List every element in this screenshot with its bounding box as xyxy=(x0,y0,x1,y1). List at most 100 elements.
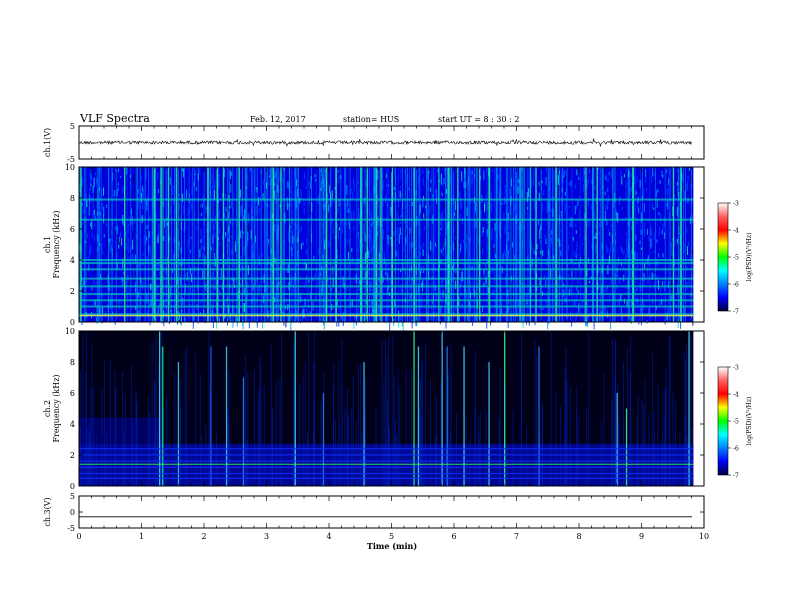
noise xyxy=(547,321,549,330)
sferic-column xyxy=(98,167,99,322)
sferic-column xyxy=(100,167,102,322)
faint-column xyxy=(662,390,663,486)
noise xyxy=(110,294,112,302)
noise xyxy=(545,293,547,297)
noise xyxy=(445,321,447,329)
noise xyxy=(538,257,540,260)
noise xyxy=(565,286,567,296)
sferic-column xyxy=(642,167,643,322)
noise xyxy=(494,245,496,252)
noise xyxy=(281,260,283,270)
noise xyxy=(532,248,534,254)
noise xyxy=(228,304,229,314)
burst-4 xyxy=(167,167,170,322)
faint-column xyxy=(550,332,552,486)
noise xyxy=(541,180,543,184)
noise xyxy=(305,249,307,255)
noise xyxy=(621,316,623,322)
sferic-column xyxy=(439,167,440,322)
noise xyxy=(323,321,325,326)
noise xyxy=(616,271,618,276)
noise xyxy=(190,286,192,289)
xtick-label-8: 8 xyxy=(576,532,581,541)
noise xyxy=(437,275,439,280)
faint-column xyxy=(436,395,437,486)
sferic-column xyxy=(177,167,179,322)
noise xyxy=(135,254,137,263)
noise xyxy=(440,306,442,314)
noise xyxy=(625,190,627,199)
noise xyxy=(459,193,461,198)
noise xyxy=(575,255,577,259)
noise xyxy=(483,282,485,287)
noise xyxy=(557,175,559,185)
noise xyxy=(636,201,638,209)
noise xyxy=(474,220,476,228)
noise xyxy=(288,203,290,208)
noise xyxy=(200,299,202,304)
faint-column xyxy=(465,415,467,486)
faint-column xyxy=(123,432,125,486)
whistler-11 xyxy=(441,331,443,486)
noise xyxy=(594,236,596,239)
noise xyxy=(292,231,294,235)
sferic-column xyxy=(175,167,177,322)
faint-column xyxy=(154,383,156,486)
sferic-column xyxy=(405,167,407,322)
noise xyxy=(118,299,120,310)
sferic-column xyxy=(499,167,500,322)
noise xyxy=(225,259,227,263)
noise xyxy=(353,183,355,192)
noise xyxy=(621,206,623,211)
ytick-label-p3-0: 5 xyxy=(70,492,75,501)
noise xyxy=(533,200,535,210)
noise xyxy=(178,203,180,211)
noise xyxy=(268,239,270,243)
noise xyxy=(294,222,295,226)
noise xyxy=(640,229,642,235)
faint-column xyxy=(173,372,175,486)
sferic-column xyxy=(431,167,433,322)
colorbar-tick-label: -4 xyxy=(733,392,739,399)
noise xyxy=(164,218,166,226)
noise xyxy=(277,184,279,193)
noise xyxy=(304,298,306,307)
faint-column xyxy=(160,439,162,486)
sferic-column xyxy=(162,167,163,322)
sferic-column xyxy=(566,167,568,322)
noise xyxy=(514,185,516,191)
noise xyxy=(334,187,336,190)
faint-column xyxy=(422,359,423,486)
sferic-column xyxy=(324,167,326,322)
noise xyxy=(370,236,372,244)
noise xyxy=(400,284,402,292)
whistler-15 xyxy=(504,331,506,486)
noise xyxy=(643,228,645,237)
noise xyxy=(631,268,633,277)
whistler-5 xyxy=(242,377,245,486)
noise xyxy=(578,195,580,198)
noise xyxy=(440,260,442,264)
sferic-column xyxy=(297,167,299,322)
noise xyxy=(255,187,257,190)
noise xyxy=(191,236,193,240)
burst-18 xyxy=(391,167,393,322)
noise xyxy=(177,277,178,284)
noise xyxy=(295,190,297,200)
noise xyxy=(184,283,186,294)
faint-column xyxy=(293,338,295,486)
noise xyxy=(487,270,489,278)
faint-column xyxy=(421,363,423,486)
noise xyxy=(478,262,480,270)
noise xyxy=(379,304,381,313)
noise xyxy=(545,280,547,286)
noise xyxy=(583,167,585,178)
noise xyxy=(463,239,465,243)
noise xyxy=(321,265,323,271)
sferic-column xyxy=(260,167,262,322)
sferic-column xyxy=(669,167,671,322)
noise xyxy=(507,174,509,179)
noise xyxy=(265,287,267,292)
noise xyxy=(382,198,384,207)
noise xyxy=(422,170,424,174)
